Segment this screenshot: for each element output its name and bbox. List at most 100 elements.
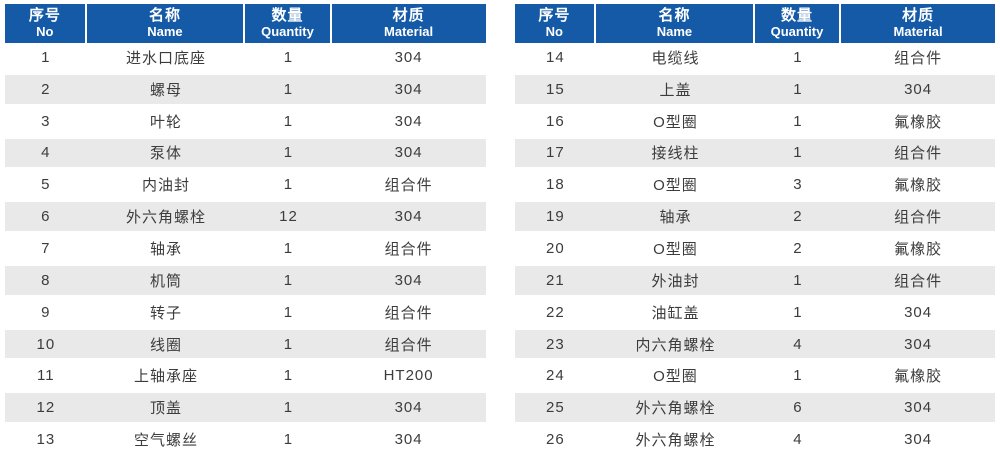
cell-material: 304 [394, 144, 423, 162]
cell-no: 22 [545, 303, 565, 321]
column-header-name-en: Name [656, 23, 693, 39]
cell-quantity: 1 [283, 176, 294, 194]
cell-quantity: 1 [793, 271, 803, 289]
cell-material: 氟橡胶 [894, 368, 943, 386]
column-header-quantity: 数量 Quantity [755, 4, 842, 43]
cell-quantity: 1 [283, 144, 294, 162]
cell-name: 电缆线 [651, 49, 700, 67]
cell-name: 螺母 [149, 81, 182, 99]
cell-quantity: 1 [793, 144, 803, 162]
cell-material: 304 [394, 431, 423, 449]
table-row: 1 进水口底座 1 304 [5, 43, 486, 72]
cell-material: 304 [394, 271, 423, 289]
cell-quantity: 1 [793, 303, 803, 321]
cell-material: 氟橡胶 [894, 177, 943, 195]
cell-name: 上轴承座 [133, 368, 198, 386]
cell-material: 304 [394, 208, 423, 226]
table-row: 19 轴承 2 组合件 [514, 199, 995, 235]
cell-quantity: 1 [283, 271, 294, 289]
cell-name: 线圈 [149, 336, 182, 354]
cell-quantity: 1 [793, 48, 803, 66]
cell-name: 机筒 [149, 272, 182, 290]
cell-no: 8 [41, 271, 51, 289]
cell-name: 油缸盖 [651, 304, 700, 322]
cell-material: 304 [904, 335, 933, 353]
table-row: 7 轴承 1 组合件 [5, 234, 486, 263]
table-row: 11 上轴承座 1 HT200 [5, 361, 486, 390]
column-header-no-en: No [545, 23, 563, 39]
cell-name: 轴承 [659, 209, 692, 227]
cell-quantity: 2 [793, 208, 803, 226]
cell-material: 304 [904, 399, 933, 417]
cell-no: 15 [545, 80, 565, 98]
column-header-name: 名称 Name [596, 4, 755, 43]
cell-no: 2 [41, 80, 51, 98]
cell-quantity: 1 [283, 112, 294, 130]
cell-material: 304 [394, 48, 423, 66]
table-row: 16 O型圈 1 氟橡胶 [515, 107, 996, 136]
table-row: 20 O型圈 2 氟橡胶 [515, 234, 996, 263]
cell-no: 11 [37, 367, 55, 385]
cell-quantity: 1 [283, 335, 294, 353]
cell-material: 304 [394, 399, 423, 417]
table-row: 24 O型圈 1 氟橡胶 [515, 361, 996, 390]
cell-quantity: 1 [793, 367, 803, 385]
cell-name: 外油封 [651, 272, 700, 290]
table-row: 6 外六角螺栓 12 304 [5, 199, 486, 235]
table-row: 25 外六角螺栓 6 304 [514, 390, 995, 426]
table-header: 序号 No 名称 Name 数量 Quantity 材质 Material [514, 4, 995, 43]
column-header-material-en: Material [384, 23, 434, 39]
column-header-material-en: Material [893, 23, 943, 39]
cell-material: 304 [904, 80, 933, 98]
column-header-material: 材质 Material [841, 4, 995, 43]
cell-material: HT200 [383, 367, 434, 385]
cell-no: 23 [545, 335, 565, 353]
cell-no: 16 [545, 112, 565, 130]
table-row: 5 内油封 1 组合件 [5, 170, 486, 199]
cell-quantity: 1 [283, 431, 294, 449]
table-row: 12 顶盖 1 304 [5, 390, 486, 426]
cell-quantity: 1 [283, 399, 294, 417]
column-header-no: 序号 No [5, 4, 87, 43]
cell-name: 外六角螺栓 [125, 209, 206, 227]
table-row: 10 线圈 1 组合件 [5, 326, 486, 362]
cell-quantity: 4 [793, 431, 803, 449]
cell-quantity: 3 [793, 176, 803, 194]
table-row: 15 上盖 1 304 [514, 71, 995, 107]
table-row: 23 内六角螺栓 4 304 [514, 326, 995, 362]
cell-material: 304 [904, 303, 933, 321]
cell-material: 组合件 [384, 336, 433, 354]
cell-name: O型圈 [653, 368, 698, 386]
cell-quantity: 1 [283, 80, 294, 98]
cell-name: O型圈 [653, 113, 698, 131]
table-row: 13 空气螺丝 1 304 [5, 425, 486, 454]
cell-quantity: 2 [793, 239, 803, 257]
cell-no: 5 [41, 176, 51, 194]
cell-no: 25 [545, 399, 565, 417]
table-row: 17 接线柱 1 组合件 [514, 135, 995, 171]
cell-name: 上盖 [659, 81, 692, 99]
cell-quantity: 1 [283, 239, 294, 257]
cell-name: 顶盖 [149, 400, 182, 418]
column-header-no-zh: 序号 [28, 7, 61, 25]
cell-material: 组合件 [894, 209, 943, 227]
column-header-name-zh: 名称 [148, 7, 181, 25]
cell-no: 9 [41, 303, 51, 321]
table-row: 8 机筒 1 304 [5, 262, 486, 298]
table-row: 4 泵体 1 304 [5, 135, 486, 171]
cell-name: 内油封 [141, 177, 190, 195]
cell-quantity: 12 [279, 208, 298, 226]
cell-no: 3 [41, 112, 51, 130]
cell-material: 组合件 [894, 49, 943, 67]
column-header-quantity: 数量 Quantity [245, 4, 332, 43]
table-row: 21 外油封 1 组合件 [514, 262, 995, 298]
cell-material: 304 [904, 431, 933, 449]
cell-no: 26 [545, 431, 565, 449]
column-header-no-zh: 序号 [538, 7, 571, 25]
column-header-name: 名称 Name [87, 4, 246, 43]
table-row: 26 外六角螺栓 4 304 [515, 425, 996, 454]
column-header-material: 材质 Material [332, 4, 486, 43]
cell-quantity: 1 [793, 80, 803, 98]
column-header-material-zh: 材质 [392, 7, 425, 25]
